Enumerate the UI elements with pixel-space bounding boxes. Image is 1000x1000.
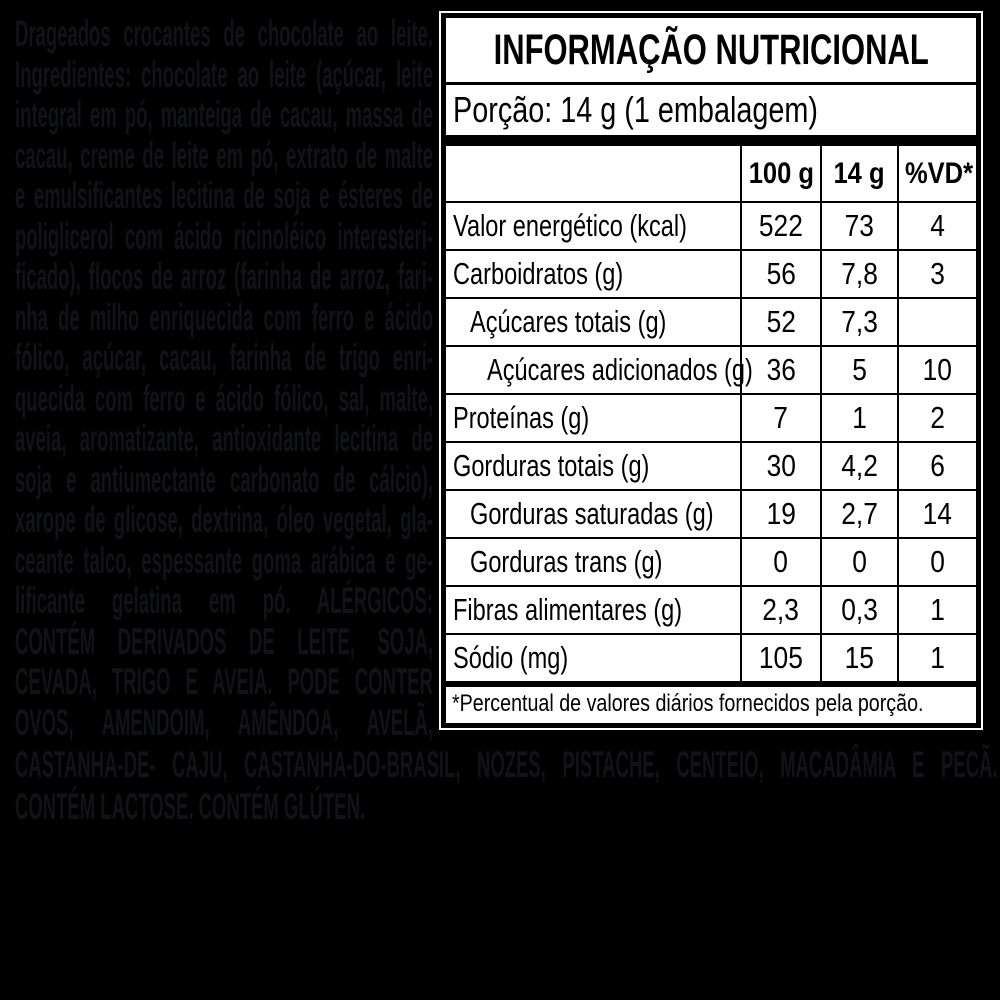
nutrition-row: Carboidratos (g) 56 7,8 3	[446, 250, 976, 299]
value-daily-percent: 14	[897, 490, 976, 539]
row-label: Carboidratos (g)	[446, 250, 741, 299]
value-per-serving: 15	[820, 634, 898, 687]
nutrition-panel: INFORMAÇÃO NUTRICIONAL Porção: 14 g (1 e…	[441, 13, 981, 728]
ingredients-text: Drageados crocantes de chocolate ao leit…	[15, 13, 433, 743]
value-per-serving: 7,3	[820, 298, 898, 347]
ingredient-line: xarope de glicose, dextrina, óleo vegeta…	[15, 499, 433, 540]
ingredient-line: poliglicerol com ácido ricinoléico inter…	[15, 215, 433, 257]
value-daily-percent: 2	[897, 394, 976, 443]
ingredient-line: ficado), flocos de arroz (farinha de arr…	[15, 256, 433, 297]
column-header-row: 100 g 14 g %VD*	[446, 146, 976, 203]
ingredient-line: Ingredientes: chocolate ao leite (açúcar…	[15, 53, 433, 96]
footnote-row: *Percentual de valores diários fornecido…	[446, 687, 976, 721]
value-per-serving: 0,3	[820, 586, 898, 635]
ingredient-line: soja e antiumectante carbonato de cálcio…	[15, 458, 433, 500]
lactose-gluten-line: CONTÉM LACTOSE. CONTÉM GLÚTEN.	[15, 786, 366, 827]
ingredient-line: e emulsificantes lecitina de soja e éste…	[15, 175, 433, 216]
nutrition-title-row: INFORMAÇÃO NUTRICIONAL	[446, 18, 976, 82]
row-label: Açúcares totais (g)	[446, 298, 741, 347]
row-label: Proteínas (g)	[446, 394, 741, 443]
ingredient-line: lificante gelatina em pó. ALÉRGICOS:	[15, 580, 433, 621]
nutrition-row: Gorduras saturadas (g) 19 2,7 14	[446, 490, 976, 539]
value-per-serving: 0	[820, 538, 898, 587]
value-per-100g: 19	[740, 490, 821, 539]
ingredient-line: quecida com ferro e ácido fólico, sal, m…	[15, 377, 433, 419]
column-header-100g: 100 g	[740, 146, 821, 203]
ingredient-line: aveia, aromatizante, antioxidante leciti…	[15, 418, 433, 459]
row-label: Fibras alimentares (g)	[446, 586, 741, 635]
allergen-full-width-line: CASTANHA-DE- CAJU, CASTANHA-DO-BRASIL, N…	[15, 744, 998, 785]
ingredient-line: fólico, açúcar, cacau, farinha de trigo …	[15, 337, 433, 378]
value-per-100g: 36	[740, 346, 821, 395]
value-per-serving: 5	[820, 346, 898, 395]
row-label: Sódio (mg)	[446, 634, 741, 687]
row-label: Gorduras totais (g)	[446, 442, 741, 491]
allergen-line: CEVADA, TRIGO E AVEIA. PODE CONTER	[15, 661, 433, 702]
nutrition-row: Gorduras trans (g) 0 0 0	[446, 538, 976, 587]
allergen-line: OVOS, AMENDOIM, AMÊNDOA, AVELÃ,	[15, 701, 433, 743]
ingredients-label: Ingredientes:	[15, 53, 132, 95]
nutrition-row: Proteínas (g) 7 1 2	[446, 394, 976, 443]
ingredient-line: cacau, creme de leite em pó, extrato de …	[15, 134, 433, 176]
value-per-serving: 4,2	[820, 442, 898, 491]
value-daily-percent: 1	[897, 586, 976, 635]
separator-bar	[446, 135, 976, 146]
row-label: Valor energético (kcal)	[446, 202, 741, 251]
value-per-serving: 7,8	[820, 250, 898, 299]
nutrition-title: INFORMAÇÃO NUTRICIONAL	[493, 25, 929, 74]
nutrition-row: Gorduras totais (g) 30 4,2 6	[446, 442, 976, 491]
row-label: Gorduras saturadas (g)	[446, 490, 741, 539]
serving-size-row: Porção: 14 g (1 embalagem)	[446, 85, 976, 135]
value-per-serving: 1	[820, 394, 898, 443]
row-label: Açúcares adicionados (g)	[446, 346, 753, 395]
value-per-100g: 2,3	[740, 586, 821, 635]
value-per-100g: 30	[740, 442, 821, 491]
ingredient-line: integral em pó, manteiga de cacau, massa…	[15, 94, 433, 135]
column-header-vd: %VD*	[897, 146, 976, 203]
value-per-100g: 105	[740, 634, 821, 687]
nutrition-row: Valor energético (kcal) 522 73 4	[446, 202, 976, 251]
row-label: Gorduras trans (g)	[446, 538, 741, 587]
value-per-100g: 0	[740, 538, 821, 587]
product-description: Drageados crocantes de chocolate ao leit…	[15, 13, 433, 54]
value-per-100g: 522	[740, 202, 821, 251]
ingredient-line: nha de milho enriquecida com ferro e áci…	[15, 296, 433, 338]
value-daily-percent: 0	[897, 538, 976, 587]
value-per-100g: 7	[740, 394, 821, 443]
value-per-100g: 52	[740, 298, 821, 347]
value-daily-percent	[897, 298, 976, 347]
value-daily-percent: 3	[897, 250, 976, 299]
daily-value-footnote: *Percentual de valores diários fornecido…	[452, 690, 924, 717]
value-per-100g: 56	[740, 250, 821, 299]
nutrition-row: Sódio (mg) 105 15 1	[446, 634, 976, 687]
nutrition-row: Açúcares totais (g) 52 7,3	[446, 298, 976, 347]
column-header-14g: 14 g	[820, 146, 898, 203]
column-header-empty	[446, 146, 741, 203]
serving-size: Porção: 14 g (1 embalagem)	[453, 89, 818, 130]
allergen-line: CONTÉM DERIVADOS DE LEITE, SOJA,	[15, 620, 433, 662]
ingredient-line: ceante talco, espessante goma arábica e …	[15, 539, 433, 581]
nutrition-row: Açúcares adicionados (g) 36 5 10	[446, 346, 976, 395]
nutrition-row: Fibras alimentares (g) 2,3 0,3 1	[446, 586, 976, 635]
value-per-serving: 2,7	[820, 490, 898, 539]
nutrition-table: 100 g 14 g %VD* Valor energético (kcal) …	[446, 146, 976, 687]
ingredient-line-text: chocolate ao leite (açúcar, leite	[131, 53, 433, 95]
value-daily-percent: 6	[897, 442, 976, 491]
value-daily-percent: 4	[897, 202, 976, 251]
value-daily-percent: 10	[897, 346, 976, 395]
value-per-serving: 73	[820, 202, 898, 251]
title-divider	[446, 82, 976, 85]
value-daily-percent: 1	[897, 634, 976, 687]
